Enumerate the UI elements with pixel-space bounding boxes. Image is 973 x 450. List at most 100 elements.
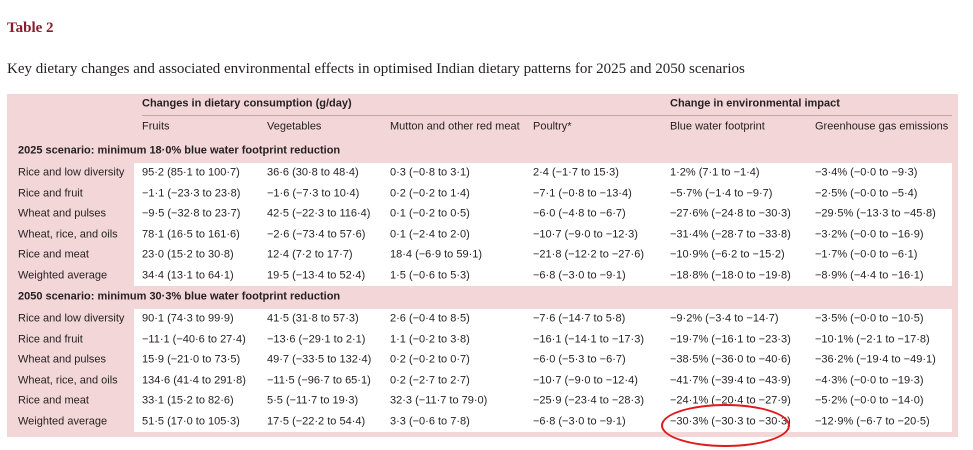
row-label: Rice and meat	[18, 248, 89, 261]
table-cell: 1·5 (−0·6 to 5·3)	[390, 269, 470, 282]
group-header-consumption: Changes in dietary consumption (g/day)	[142, 97, 352, 110]
column-header-row: Fruits Vegetables Mutton and other red mea…	[7, 117, 958, 137]
table-cell: −7·1 (−0·8 to −13·4)	[533, 187, 632, 200]
column-header: Blue water footprint	[670, 120, 765, 133]
column-header: Fruits	[142, 120, 170, 133]
data-band	[134, 163, 952, 286]
table-cell: −30·3% (−30·3 to −30·3)	[670, 415, 791, 428]
table-cell: 18·4 (−6·9 to 59·1)	[390, 248, 483, 261]
table-cell: −41·7% (−39·4 to −43·9)	[670, 374, 791, 387]
table-cell: 0·2 (−2·7 to 2·7)	[390, 374, 470, 387]
table-cell: −24·1% (−20·4 to −27·9)	[670, 394, 791, 407]
table-cell: −5·7% (−1·4 to −9·7)	[670, 187, 773, 200]
table-cell: 0·3 (−0·8 to 3·1)	[390, 166, 470, 179]
table-cell: 1·1 (−0·2 to 3·8)	[390, 333, 470, 346]
table-row: Weighted average 51·5 (17·0 to 105·3) 17·5…	[7, 412, 958, 433]
table-cell: 95·2 (85·1 to 100·7)	[142, 166, 240, 179]
table-cell: 19·5 (−13·4 to 52·4)	[267, 269, 366, 282]
row-label: Rice and low diversity	[18, 166, 125, 179]
table-cell: −1·7% (−0·0 to −6·1)	[815, 248, 918, 261]
table-cell: −3·5% (−0·0 to −10·5)	[815, 312, 924, 325]
table-cell: 78·1 (16·5 to 161·6)	[142, 228, 240, 241]
table-cell: −7·6 (−14·7 to 5·8)	[533, 312, 626, 325]
table-cell: 17·5 (−22·2 to 54·4)	[267, 415, 366, 428]
row-label: Wheat, rice, and oils	[18, 374, 118, 387]
table-row: Wheat and pulses −9·5 (−32·8 to 23·7) 42·5…	[7, 204, 958, 225]
table-cell: 49·7 (−33·5 to 132·4)	[267, 353, 372, 366]
table-cell: −31·4% (−28·7 to −33·8)	[670, 228, 791, 241]
group-header-environment: Change in environmental impact	[670, 97, 840, 110]
table-row: Rice and meat 33·1 (15·2 to 82·6) 5·5 (−11…	[7, 391, 958, 412]
table-cell: −11·1 (−40·6 to 27·4)	[142, 333, 246, 346]
table-cell: −10·9% (−6·2 to −15·2)	[670, 248, 785, 261]
table-row: Wheat, rice, and oils 134·6 (41·4 to 291·…	[7, 371, 958, 392]
table-cell: 42·5 (−22·3 to 116·4)	[267, 207, 371, 220]
table-row: Weighted average 34·4 (13·1 to 64·1) 19·5 …	[7, 266, 958, 287]
table-cell: −19·7% (−16·1 to −23·3)	[670, 333, 791, 346]
row-label: Wheat and pulses	[18, 207, 107, 220]
table-cell: 2·6 (−0·4 to 8·5)	[390, 312, 470, 325]
table-row: Rice and low diversity 90·1 (74·3 to 99·9…	[7, 309, 958, 330]
row-label: Rice and fruit	[18, 187, 83, 200]
row-label: Rice and fruit	[18, 333, 83, 346]
table-cell: 90·1 (74·3 to 99·9)	[142, 312, 234, 325]
table-cell: −16·1 (−14·1 to −17·3)	[533, 333, 644, 346]
table-cell: −11·5 (−96·7 to 65·1)	[267, 374, 371, 387]
table-cell: −9·2% (−3·4 to −14·7)	[670, 312, 779, 325]
row-label: Weighted average	[18, 269, 108, 282]
table-cell: −36·2% (−19·4 to −49·1)	[815, 353, 936, 366]
table-cell: −25·9 (−23·4 to −28·3)	[533, 394, 644, 407]
table-cell: −6·8 (−3·0 to −9·1)	[533, 269, 626, 282]
table-cell: 1·2% (7·1 to −1·4)	[670, 166, 760, 179]
table-cell: 2·4 (−1·7 to 15·3)	[533, 166, 619, 179]
table-cell: 33·1 (15·2 to 82·6)	[142, 394, 234, 407]
row-label: Weighted average	[18, 415, 108, 428]
table-cell: 51·5 (17·0 to 105·3)	[142, 415, 240, 428]
table-cell: −1·1 (−23·3 to 23·8)	[142, 187, 241, 200]
table-cell: −29·5% (−13·3 to −45·8)	[815, 207, 936, 220]
row-label: Rice and low diversity	[18, 312, 125, 325]
table-cell: −8·9% (−4·4 to −16·1)	[815, 269, 924, 282]
table-cell: −18·8% (−18·0 to −19·8)	[670, 269, 791, 282]
table-cell: 0·1 (−0·2 to 0·5)	[390, 207, 470, 220]
table-caption: Key dietary changes and associated envir…	[7, 61, 745, 77]
table-cell: −6·0 (−4·8 to −6·7)	[533, 207, 626, 220]
table-cell: −12·9% (−6·7 to −20·5)	[815, 415, 930, 428]
table-cell: −6·0 (−5·3 to −6·7)	[533, 353, 626, 366]
table-cell: 12·4 (7·2 to 17·7)	[267, 248, 353, 261]
table-cell: −4·3% (−0·0 to −19·3)	[815, 374, 924, 387]
table-cell: −5·2% (−0·0 to −14·0)	[815, 394, 924, 407]
table-cell: −10·1% (−2·1 to −17·8)	[815, 333, 930, 346]
table-cell: −27·6% (−24·8 to −30·3)	[670, 207, 791, 220]
scenario-heading: 2025 scenario: minimum 18·0% blue water …	[7, 141, 958, 161]
table-cell: 34·4 (13·1 to 64·1)	[142, 269, 234, 282]
table-row: Wheat and pulses 15·9 (−21·0 to 73·5) 49·7…	[7, 350, 958, 371]
data-table: Changes in dietary consumption (g/day) Ch…	[7, 94, 958, 437]
table-cell: −38·5% (−36·0 to −40·6)	[670, 353, 791, 366]
table-cell: −3·2% (−0·0 to −16·9)	[815, 228, 924, 241]
table-row: Rice and fruit −1·1 (−23·3 to 23·8) −1·6 (…	[7, 184, 958, 205]
table-cell: 41·5 (31·8 to 57·3)	[267, 312, 359, 325]
column-header: Vegetables	[267, 120, 322, 133]
column-header: Mutton and other red meat	[390, 120, 520, 133]
row-label: Rice and meat	[18, 394, 89, 407]
table-cell: −6·8 (−3·0 to −9·1)	[533, 415, 626, 428]
table-cell: 36·6 (30·8 to 48·4)	[267, 166, 359, 179]
scenario-heading: 2050 scenario: minimum 30·3% blue water …	[7, 287, 958, 307]
table-cell: 0·2 (−0·2 to 0·7)	[390, 353, 470, 366]
scenario-title: 2025 scenario: minimum 18·0% blue water …	[18, 144, 341, 157]
data-band	[134, 309, 952, 432]
table-cell: 23·0 (15·2 to 30·8)	[142, 248, 234, 261]
table-cell: −1·6 (−7·3 to 10·4)	[267, 187, 360, 200]
table-cell: 3·3 (−0·6 to 7·8)	[390, 415, 470, 428]
table-label: Table 2	[7, 20, 54, 36]
scenario-title: 2050 scenario: minimum 30·3% blue water …	[18, 290, 341, 303]
column-header: Greenhouse gas emissions	[815, 120, 949, 133]
table-cell: −2·5% (−0·0 to −5·4)	[815, 187, 918, 200]
table-cell: 134·6 (41·4 to 291·8)	[142, 374, 246, 387]
table-cell: −21·8 (−12·2 to −27·6)	[533, 248, 644, 261]
table-cell: 0·1 (−2·4 to 2·0)	[390, 228, 470, 241]
table-cell: −2·6 (−73·4 to 57·6)	[267, 228, 366, 241]
table-cell: −3·4% (−0·0 to −9·3)	[815, 166, 918, 179]
table-cell: 5·5 (−11·7 to 19·3)	[267, 394, 359, 407]
